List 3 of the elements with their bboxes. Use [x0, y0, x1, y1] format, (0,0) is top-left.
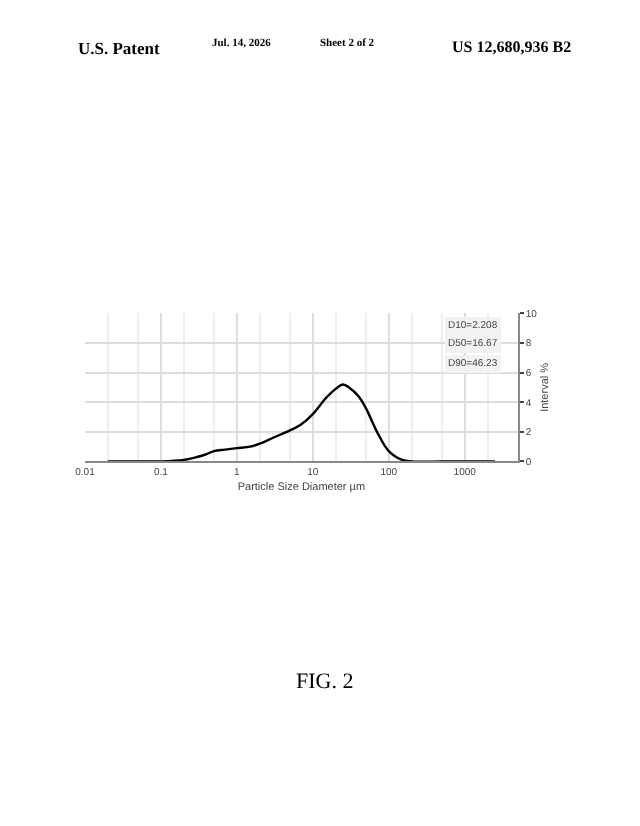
text: U.S. Patent — [78, 38, 161, 58]
text: FIG. 2 — [296, 670, 354, 694]
text: US 12,680,936 B2 — [452, 38, 572, 56]
